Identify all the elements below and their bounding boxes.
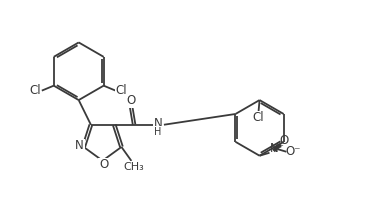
Text: H: H	[154, 127, 162, 137]
Text: Cl: Cl	[116, 84, 127, 97]
Text: Cl: Cl	[29, 84, 41, 97]
Text: N: N	[75, 139, 84, 153]
Text: N⁺: N⁺	[269, 142, 284, 155]
Text: O⁻: O⁻	[286, 145, 301, 158]
Text: O: O	[99, 158, 108, 171]
Text: Cl: Cl	[253, 112, 264, 124]
Text: O: O	[126, 94, 136, 107]
Text: N: N	[154, 117, 162, 130]
Text: O: O	[280, 134, 289, 147]
Text: CH₃: CH₃	[123, 162, 144, 172]
